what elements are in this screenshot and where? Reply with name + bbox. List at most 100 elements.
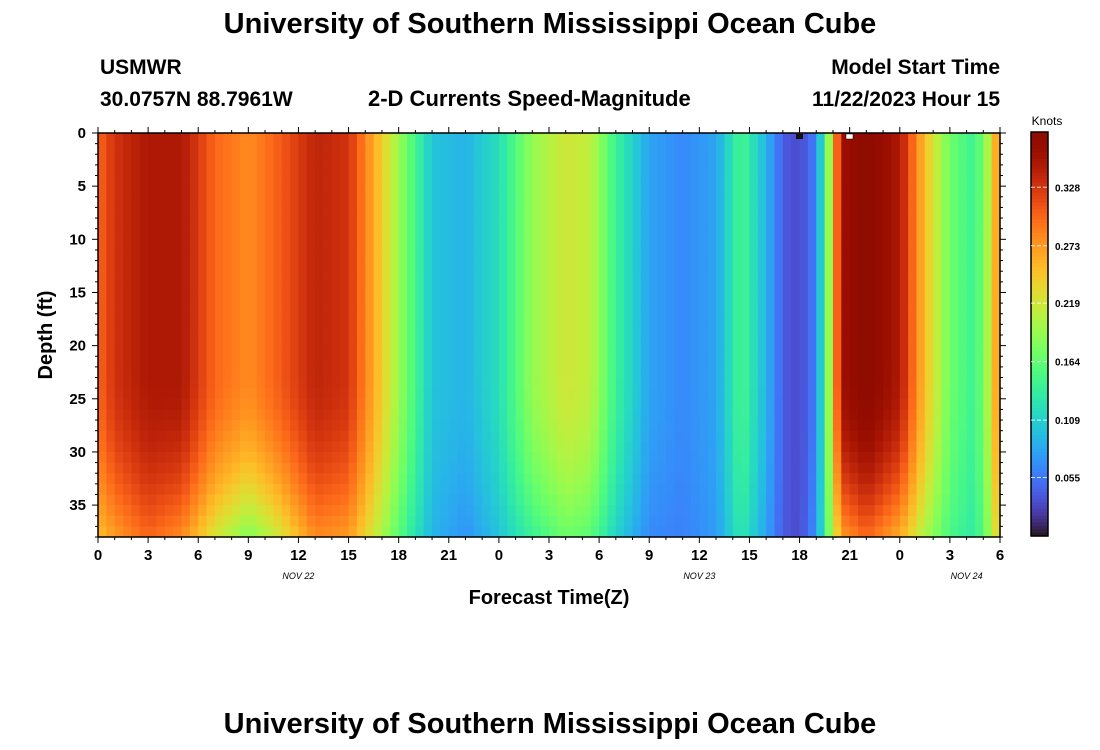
heatmap-cell [582, 186, 592, 198]
heatmap-cell [615, 281, 625, 294]
heatmap-cell [398, 260, 408, 272]
heatmap-cell [323, 388, 333, 400]
heatmap-cell [732, 388, 742, 400]
heatmap-cell [98, 303, 107, 315]
heatmap-cell [866, 494, 876, 506]
heatmap-cell [640, 494, 650, 506]
heatmap-cell [331, 143, 341, 155]
heatmap-cell [131, 239, 141, 251]
y-tick-label: 0 [78, 125, 86, 142]
heatmap-cell [599, 398, 609, 411]
heatmap-cell [649, 409, 659, 421]
heatmap-cell [949, 366, 959, 379]
heatmap-cell [741, 133, 751, 145]
heatmap-cell [256, 515, 266, 527]
chart-title: 2-D Currents Speed-Magnitude [368, 86, 691, 111]
heatmap-cell [373, 345, 383, 357]
heatmap-cell [231, 409, 241, 421]
heatmap-cell [365, 515, 375, 527]
heatmap-cell [156, 420, 166, 432]
heatmap-cell [649, 356, 659, 368]
heatmap-cell [899, 462, 909, 474]
heatmap-cell [273, 164, 283, 177]
heatmap-cell [273, 313, 283, 325]
heatmap-cell [933, 164, 943, 177]
heatmap-cell [624, 313, 634, 325]
heatmap-cell [799, 164, 809, 177]
heatmap-cell [941, 260, 951, 272]
heatmap-cell [883, 324, 893, 336]
heatmap-cell [674, 292, 684, 304]
heatmap-cell [181, 462, 191, 474]
heatmap-cell [315, 366, 325, 379]
heatmap-cell [983, 175, 993, 187]
heatmap-cell [114, 473, 124, 485]
heatmap-cell [615, 441, 625, 453]
heatmap-cell [148, 271, 158, 283]
heatmap-cell [807, 324, 817, 336]
heatmap-cell [832, 494, 842, 506]
heatmap-cell [498, 409, 508, 421]
heatmap-cell [974, 143, 984, 155]
heatmap-cell [974, 420, 984, 432]
heatmap-cell [716, 239, 725, 251]
heatmap-cell [924, 356, 934, 368]
x-axis-label: Forecast Time(Z) [469, 587, 630, 609]
heatmap-cell [841, 143, 851, 155]
heatmap-cell [632, 515, 642, 527]
heatmap-cell [532, 377, 542, 389]
heatmap-cell [156, 186, 166, 198]
heatmap-cell [507, 143, 517, 155]
heatmap-cell [707, 451, 717, 464]
heatmap-cell [540, 218, 550, 230]
heatmap-cell [98, 175, 107, 187]
heatmap-cell [866, 526, 876, 538]
heatmap-cell [498, 271, 508, 283]
heatmap-cell [640, 271, 650, 283]
heatmap-cell [323, 398, 333, 411]
heatmap-cell [883, 345, 893, 357]
heatmap-cell [98, 164, 107, 177]
heatmap-cell [164, 303, 174, 315]
heatmap-cell [782, 526, 792, 538]
heatmap-cell [883, 505, 893, 517]
heatmap-cell [607, 388, 617, 400]
heatmap-cell [214, 356, 224, 368]
heatmap-cell [924, 260, 934, 272]
colorbar-swatch [1031, 498, 1048, 503]
heatmap-cell [690, 239, 700, 251]
heatmap-cell [490, 239, 500, 251]
heatmap-cell [123, 228, 133, 240]
heatmap-cell [565, 462, 575, 474]
heatmap-cell [265, 271, 274, 283]
heatmap-cell [649, 271, 659, 283]
heatmap-cell [924, 281, 934, 294]
heatmap-cell [958, 335, 968, 347]
colorbar-swatch [1031, 397, 1048, 402]
heatmap-cell [189, 505, 199, 517]
heatmap-cell [348, 345, 358, 357]
heatmap-cell [98, 441, 107, 453]
heatmap-cell [515, 494, 525, 506]
heatmap-cell [415, 281, 425, 294]
heatmap-cell [365, 441, 375, 453]
heatmap-cell [757, 505, 767, 517]
heatmap-cell [223, 505, 233, 517]
heatmap-cell [741, 366, 751, 379]
heatmap-cell [432, 164, 442, 177]
heatmap-cell [248, 494, 258, 506]
heatmap-cell [490, 260, 500, 272]
heatmap-cell [281, 154, 291, 166]
heatmap-cell [649, 345, 659, 357]
heatmap-cell [373, 505, 383, 517]
heatmap-cell [373, 164, 383, 177]
heatmap-cell [490, 377, 500, 389]
heatmap-cell [974, 377, 984, 389]
heatmap-cell [256, 462, 266, 474]
heatmap-cell [164, 398, 174, 411]
heatmap-cell [924, 409, 934, 421]
page-title: University of Southern Mississippi Ocean… [223, 8, 877, 40]
heatmap-cell [724, 430, 734, 442]
heatmap-cell [574, 313, 584, 325]
heatmap-cell [231, 366, 241, 379]
